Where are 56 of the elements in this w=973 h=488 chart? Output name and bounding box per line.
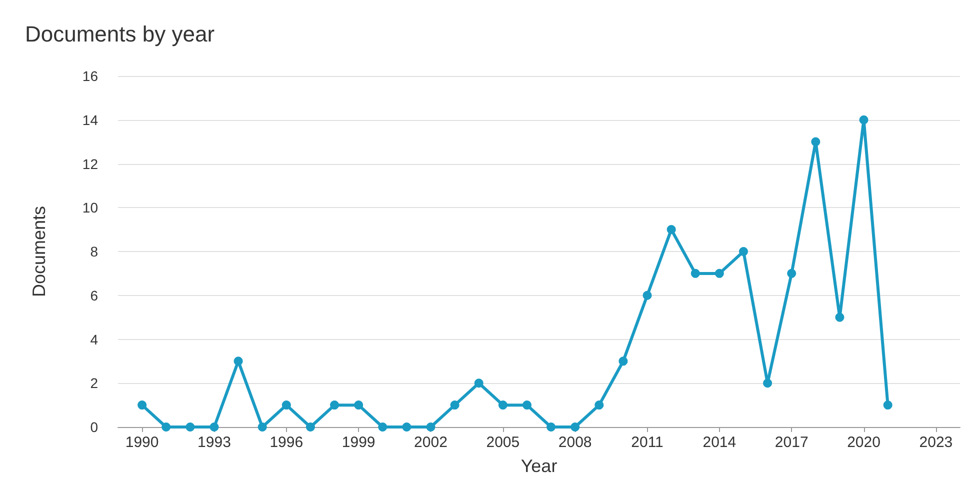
x-axis-title: Year xyxy=(520,456,558,476)
y-tick-label: 8 xyxy=(90,244,98,260)
x-tick-label: 2020 xyxy=(847,434,880,451)
x-tick-label: 1993 xyxy=(198,434,231,451)
point xyxy=(642,290,652,300)
x-tick-label: 2002 xyxy=(414,434,448,451)
point xyxy=(546,422,556,432)
point xyxy=(666,225,676,234)
y-tick-label: 16 xyxy=(82,68,98,84)
point xyxy=(306,422,315,432)
point xyxy=(234,356,243,366)
point xyxy=(690,268,700,278)
point xyxy=(811,137,820,146)
x-tick-label: 1990 xyxy=(125,434,159,451)
x-tick-label: 2008 xyxy=(558,434,592,451)
point xyxy=(378,422,388,432)
point xyxy=(594,400,604,410)
y-tick-label: 0 xyxy=(90,419,98,435)
point xyxy=(258,422,267,432)
x-tick-label: 2014 xyxy=(702,434,736,451)
y-tick-label: 2 xyxy=(90,375,98,392)
point xyxy=(162,422,171,432)
point xyxy=(450,400,460,410)
y-axis-title: Documents xyxy=(29,206,49,298)
point xyxy=(138,400,147,410)
x-tick-label: 1999 xyxy=(342,434,376,451)
point xyxy=(883,400,892,410)
point xyxy=(426,422,436,432)
point xyxy=(763,378,772,388)
point xyxy=(618,356,628,366)
point xyxy=(714,268,724,278)
point xyxy=(186,422,195,432)
x-tick-label: 1996 xyxy=(270,434,304,451)
point xyxy=(402,422,412,432)
y-tick-label: 14 xyxy=(82,112,98,128)
point xyxy=(354,400,364,410)
y-tick-label: 12 xyxy=(82,156,98,172)
point xyxy=(498,400,508,410)
y-tick-label: 10 xyxy=(82,200,98,216)
x-tick-label: 2005 xyxy=(486,434,520,451)
point xyxy=(210,422,219,432)
point xyxy=(522,400,532,410)
point xyxy=(787,268,796,278)
chart-title: Documents by year xyxy=(25,22,215,46)
point xyxy=(570,422,580,432)
y-tick-label: 6 xyxy=(90,287,98,304)
point xyxy=(330,400,340,410)
point xyxy=(859,115,868,124)
point xyxy=(282,400,291,410)
point xyxy=(738,247,748,256)
x-tick-label: 2023 xyxy=(919,434,953,451)
point xyxy=(474,378,484,388)
point xyxy=(835,312,844,322)
x-tick-label: 2017 xyxy=(774,434,808,451)
x-tick-label: 2011 xyxy=(631,434,664,451)
y-tick-label: 4 xyxy=(90,331,98,348)
